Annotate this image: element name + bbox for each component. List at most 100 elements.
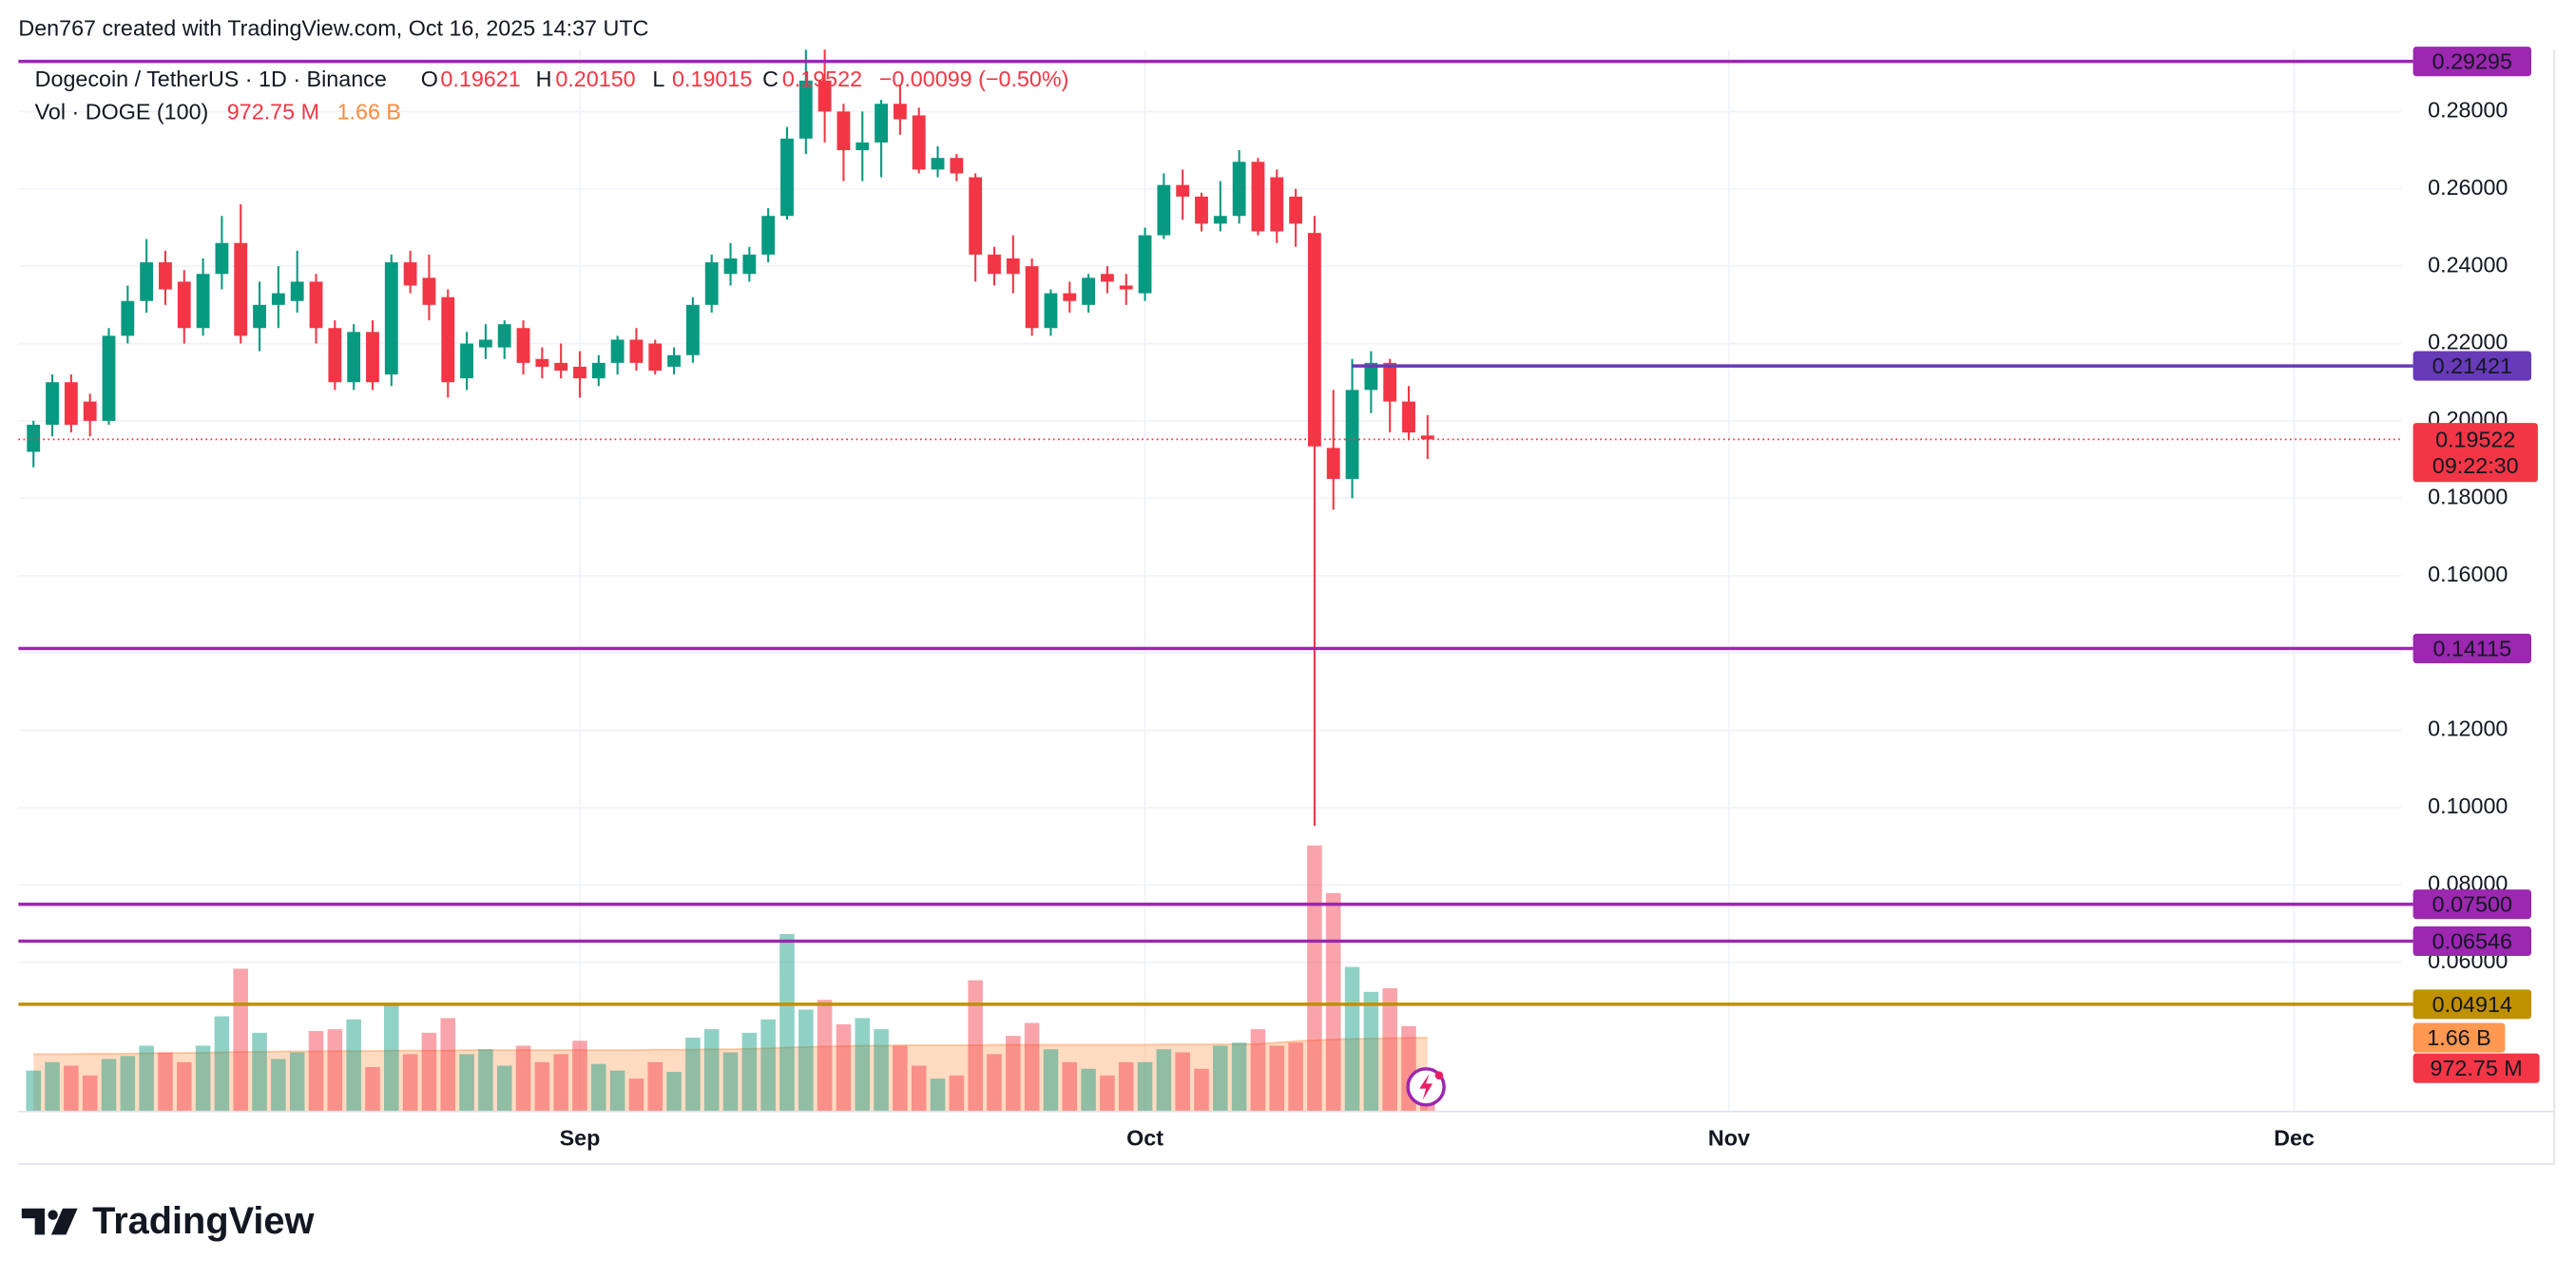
y-tick-label: 0.26000 — [2428, 175, 2508, 200]
volume-bar — [496, 1065, 512, 1112]
attribution: Den767 created with TradingView.com, Oct… — [18, 15, 648, 40]
countdown-label: 09:22:30 — [2432, 453, 2519, 478]
close-label: C — [762, 67, 779, 91]
candle-body — [1289, 196, 1303, 224]
volume-bar — [177, 1061, 192, 1112]
volume-bar — [402, 1054, 418, 1112]
volume-bar — [1137, 1061, 1153, 1112]
volume-bar — [346, 1019, 361, 1112]
volume-bar — [741, 1032, 758, 1112]
x-tick-label: Sep — [560, 1125, 601, 1150]
candle-body — [554, 362, 568, 372]
volume-bar — [139, 1045, 154, 1112]
candle-body — [1420, 435, 1434, 440]
candle-body — [780, 138, 794, 217]
volume-bar — [874, 1029, 889, 1112]
candle-body — [836, 111, 851, 151]
candle-body — [441, 296, 455, 383]
volume-bar — [289, 1052, 305, 1112]
level-label: 0.07500 — [2432, 892, 2512, 917]
volume-box — [2413, 1053, 2540, 1083]
candle-body — [817, 80, 832, 112]
y-tick-label: 0.22000 — [2428, 330, 2508, 354]
candle-body — [912, 115, 926, 170]
candle-body — [1044, 293, 1058, 329]
candle-body — [309, 281, 323, 329]
candle-body — [347, 332, 361, 383]
volume-bar — [214, 1016, 230, 1112]
candle-body — [1157, 184, 1171, 236]
candle-body — [969, 177, 983, 255]
volume-bar — [478, 1049, 493, 1112]
candle-body — [667, 354, 681, 367]
candle-body — [535, 358, 549, 367]
candle-body — [478, 339, 492, 348]
volume-bar — [1231, 1042, 1247, 1112]
volume-bar — [1307, 845, 1322, 1112]
volume-bar — [64, 1065, 79, 1112]
open-value: 0.19621 — [440, 67, 520, 91]
candle-body — [1119, 285, 1133, 290]
candle-body — [591, 362, 606, 379]
volume-bar — [1194, 1068, 1209, 1112]
volume-bar — [1100, 1075, 1115, 1112]
high-label: H — [536, 67, 552, 91]
close-value: 0.19522 — [782, 67, 862, 91]
candle-body — [1195, 196, 1208, 224]
candle-body — [875, 104, 888, 143]
volume-bar — [515, 1045, 531, 1112]
candle-body — [102, 335, 116, 421]
volume-bar — [1382, 988, 1397, 1112]
volume-bar — [1024, 1022, 1040, 1112]
volume-bar — [120, 1056, 136, 1112]
candle-body — [1025, 266, 1039, 329]
candle-body — [1138, 235, 1152, 294]
x-tick-label: Dec — [2274, 1125, 2315, 1150]
candle-body — [988, 254, 1001, 275]
candle-body — [931, 158, 945, 170]
candle-body — [855, 142, 870, 151]
volume-ma-value: 1.66 B — [337, 99, 401, 124]
volume-bar — [553, 1054, 568, 1112]
symbol-title: Dogecoin / TetherUS · 1D · Binance — [35, 67, 387, 91]
level-layer — [18, 59, 2413, 1006]
low-value: 0.19015 — [672, 67, 752, 91]
volume-bar — [760, 1019, 776, 1112]
volume-ma-label: 1.66 B — [2427, 1025, 2490, 1050]
candle-body — [1345, 390, 1359, 479]
candle-body — [403, 262, 417, 286]
volume-bar — [1269, 1045, 1285, 1112]
volume-bar — [968, 980, 983, 1112]
volume-bar — [1250, 1029, 1266, 1112]
event-icon[interactable] — [1406, 1067, 1446, 1107]
volume-bar — [836, 1023, 852, 1112]
volume-bar — [82, 1075, 98, 1112]
level-label: 0.06546 — [2432, 928, 2512, 953]
candle-body — [46, 382, 59, 425]
candle-body — [1063, 293, 1077, 301]
change-value: −0.00099 (−0.50%) — [879, 67, 1069, 91]
y-tick-label: 0.12000 — [2428, 716, 2508, 741]
level-label-box — [2413, 633, 2531, 663]
volume-bar — [1118, 1061, 1134, 1112]
volume-bar — [195, 1045, 211, 1112]
volume-bar — [308, 1031, 324, 1112]
x-tick-label: Oct — [1126, 1125, 1163, 1150]
volume-bar — [855, 1018, 871, 1112]
candle-body — [366, 332, 379, 383]
volume-bar — [703, 1029, 720, 1112]
candle-body — [648, 343, 663, 372]
candle-body — [1270, 177, 1284, 232]
candle-body — [893, 104, 907, 120]
volume-bar — [987, 1054, 1002, 1112]
volume-bar — [26, 1070, 41, 1112]
candle-body — [384, 262, 398, 375]
logo-mark — [21, 1208, 46, 1235]
volume-bar — [459, 1054, 474, 1112]
volume-title: Vol · DOGE (100) — [35, 99, 209, 124]
candle-body — [950, 158, 964, 174]
candle-body — [723, 258, 738, 275]
candle-body — [64, 382, 78, 425]
high-value: 0.20150 — [555, 67, 635, 91]
